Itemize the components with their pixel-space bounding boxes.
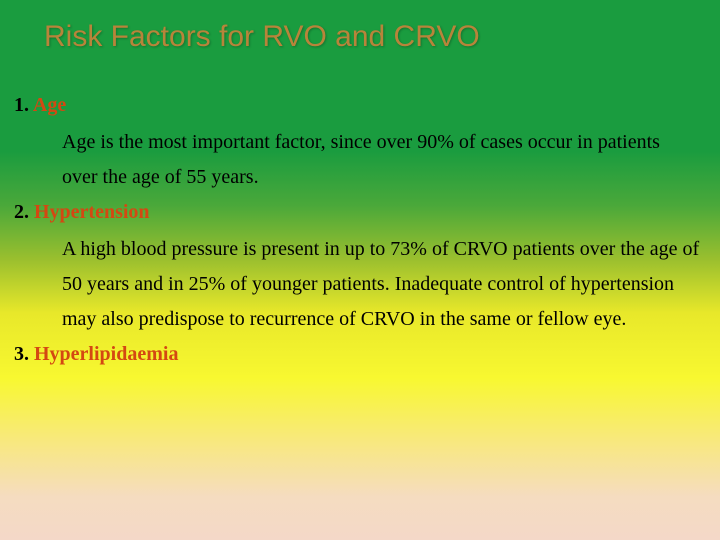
list-item: 3. Hyperlipidaemia: [14, 337, 700, 372]
content-list: 1. Age Age is the most important factor,…: [14, 88, 700, 374]
list-item: 2. Hypertension: [14, 195, 700, 230]
item-label: Hyperlipidaemia: [34, 343, 178, 365]
item-body: A high blood pressure is present in up t…: [14, 232, 700, 337]
item-number: 2.: [14, 201, 34, 223]
item-body: Age is the most important factor, since …: [14, 125, 700, 195]
item-label: Hypertension: [34, 201, 150, 223]
item-label: Age: [33, 94, 66, 116]
item-number: 3.: [14, 343, 34, 365]
item-number: 1.: [14, 94, 33, 116]
page-title: Risk Factors for RVO and CRVO: [44, 20, 480, 54]
list-item: 1. Age: [14, 88, 700, 123]
